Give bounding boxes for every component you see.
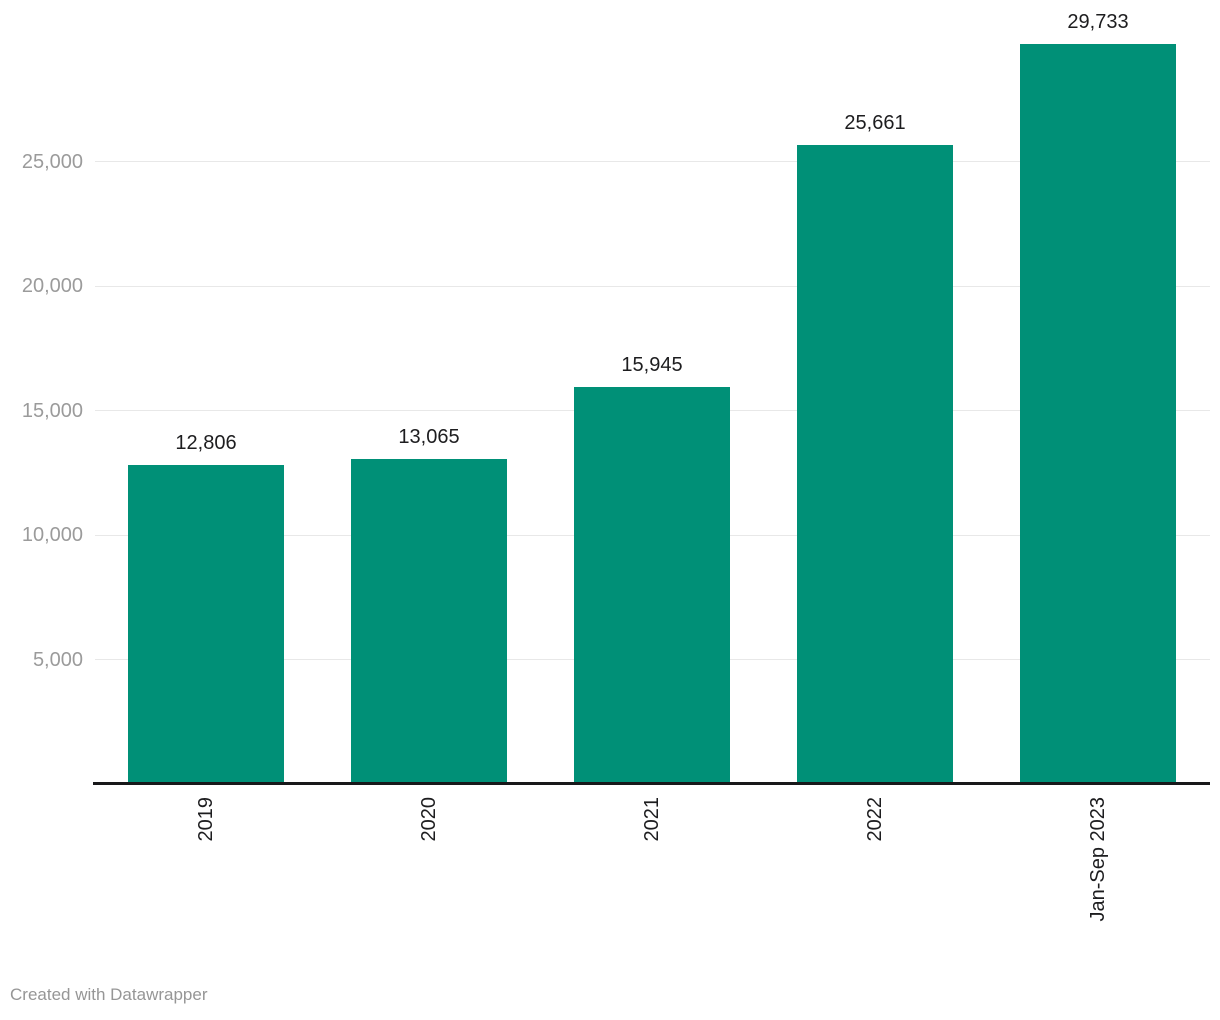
bar-value-label: 13,065 bbox=[398, 425, 460, 448]
datawrapper-attribution: Created with Datawrapper bbox=[10, 985, 208, 1004]
y-tick-label: 15,000 bbox=[21, 399, 83, 422]
bar-2019[interactable] bbox=[128, 465, 284, 784]
gridline bbox=[95, 161, 1210, 162]
y-tick-label: 20,000 bbox=[21, 275, 83, 297]
bar-value-label: 12,806 bbox=[175, 432, 237, 455]
x-axis-label: Jan-Sep 2023 bbox=[1087, 797, 1109, 922]
bar-value-label: 25,661 bbox=[844, 112, 906, 135]
bar-value-label: 29,733 bbox=[1067, 10, 1129, 33]
y-tick-label: 25,000 bbox=[21, 150, 83, 173]
x-axis-label: 2021 bbox=[641, 797, 663, 842]
y-tick-label: 5,000 bbox=[32, 648, 83, 671]
bar-jan-sep-2023[interactable] bbox=[1020, 43, 1176, 784]
bar-2020[interactable] bbox=[351, 458, 507, 784]
bar-2022[interactable] bbox=[797, 145, 953, 784]
y-tick-label: 10,000 bbox=[21, 524, 83, 546]
x-axis-label: 2019 bbox=[195, 797, 217, 842]
x-axis-line bbox=[93, 782, 1210, 785]
x-axis-label: 2020 bbox=[418, 797, 440, 842]
bar-2021[interactable] bbox=[574, 386, 730, 784]
bar-value-label: 15,945 bbox=[621, 353, 683, 376]
plot-area: 12,806 13,065 15,945 25,661 29,733 bbox=[95, 0, 1210, 784]
x-axis-label: 2022 bbox=[864, 797, 886, 842]
gridline bbox=[95, 285, 1210, 287]
